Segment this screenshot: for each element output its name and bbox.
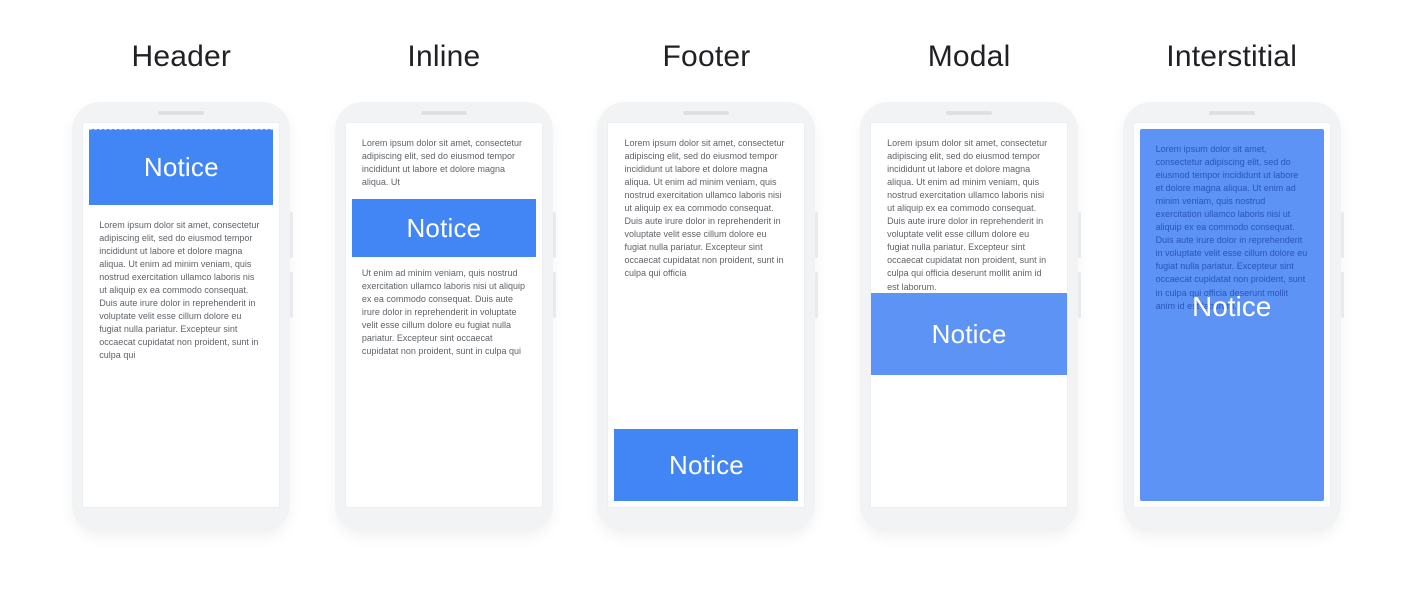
phone-screen: Notice Lorem ipsum dolor sit amet, conse… (82, 122, 280, 508)
variant-footer: Footer Lorem ipsum dolor sit amet, conse… (585, 40, 828, 532)
infographic-stage: Header Notice Lorem ipsum dolor sit amet… (0, 0, 1413, 532)
phone-screen: Lorem ipsum dolor sit amet, consectetur … (345, 122, 543, 508)
variant-interstitial: Interstitial Lorem ipsum dolor sit amet,… (1110, 40, 1353, 532)
notice-banner-modal: Notice (870, 293, 1068, 375)
notice-banner-footer: Notice (614, 429, 798, 501)
phone-screen: Lorem ipsum dolor sit amet, consectetur … (607, 122, 805, 508)
variant-title: Footer (663, 40, 751, 74)
spacer (608, 295, 804, 429)
variant-title: Inline (407, 40, 480, 74)
phone-mockup: Notice Lorem ipsum dolor sit amet, conse… (72, 102, 290, 532)
placeholder-body-text: Ut enim ad minim veniam, quis nostrud ex… (346, 259, 542, 372)
phone-mockup: Lorem ipsum dolor sit amet, consectetur … (597, 102, 815, 532)
notice-banner-inline: Notice (352, 199, 536, 257)
placeholder-body-text: Lorem ipsum dolor sit amet, consectetur … (83, 205, 279, 377)
variant-inline: Inline Lorem ipsum dolor sit amet, conse… (323, 40, 566, 532)
variant-modal: Modal Lorem ipsum dolor sit amet, consec… (848, 40, 1091, 532)
notice-banner-interstitial: Notice (1140, 291, 1324, 323)
variant-title: Modal (928, 40, 1011, 74)
variant-title: Header (132, 40, 232, 74)
phone-mockup: Lorem ipsum dolor sit amet, consectetur … (860, 102, 1078, 532)
placeholder-body-text: Lorem ipsum dolor sit amet, consectetur … (608, 123, 804, 295)
phone-mockup: Lorem ipsum dolor sit amet, consectetur … (1123, 102, 1341, 532)
phone-mockup: Lorem ipsum dolor sit amet, consectetur … (335, 102, 553, 532)
placeholder-body-text: Lorem ipsum dolor sit amet, consectetur … (346, 123, 542, 197)
placeholder-body-text: Lorem ipsum dolor sit amet, consectetur … (871, 123, 1067, 308)
variant-title: Interstitial (1166, 40, 1297, 74)
phone-screen: Lorem ipsum dolor sit amet, consectetur … (1133, 122, 1331, 508)
notice-banner-header: Notice (89, 129, 273, 205)
phone-screen: Lorem ipsum dolor sit amet, consectetur … (870, 122, 1068, 508)
variant-header: Header Notice Lorem ipsum dolor sit amet… (60, 40, 303, 532)
